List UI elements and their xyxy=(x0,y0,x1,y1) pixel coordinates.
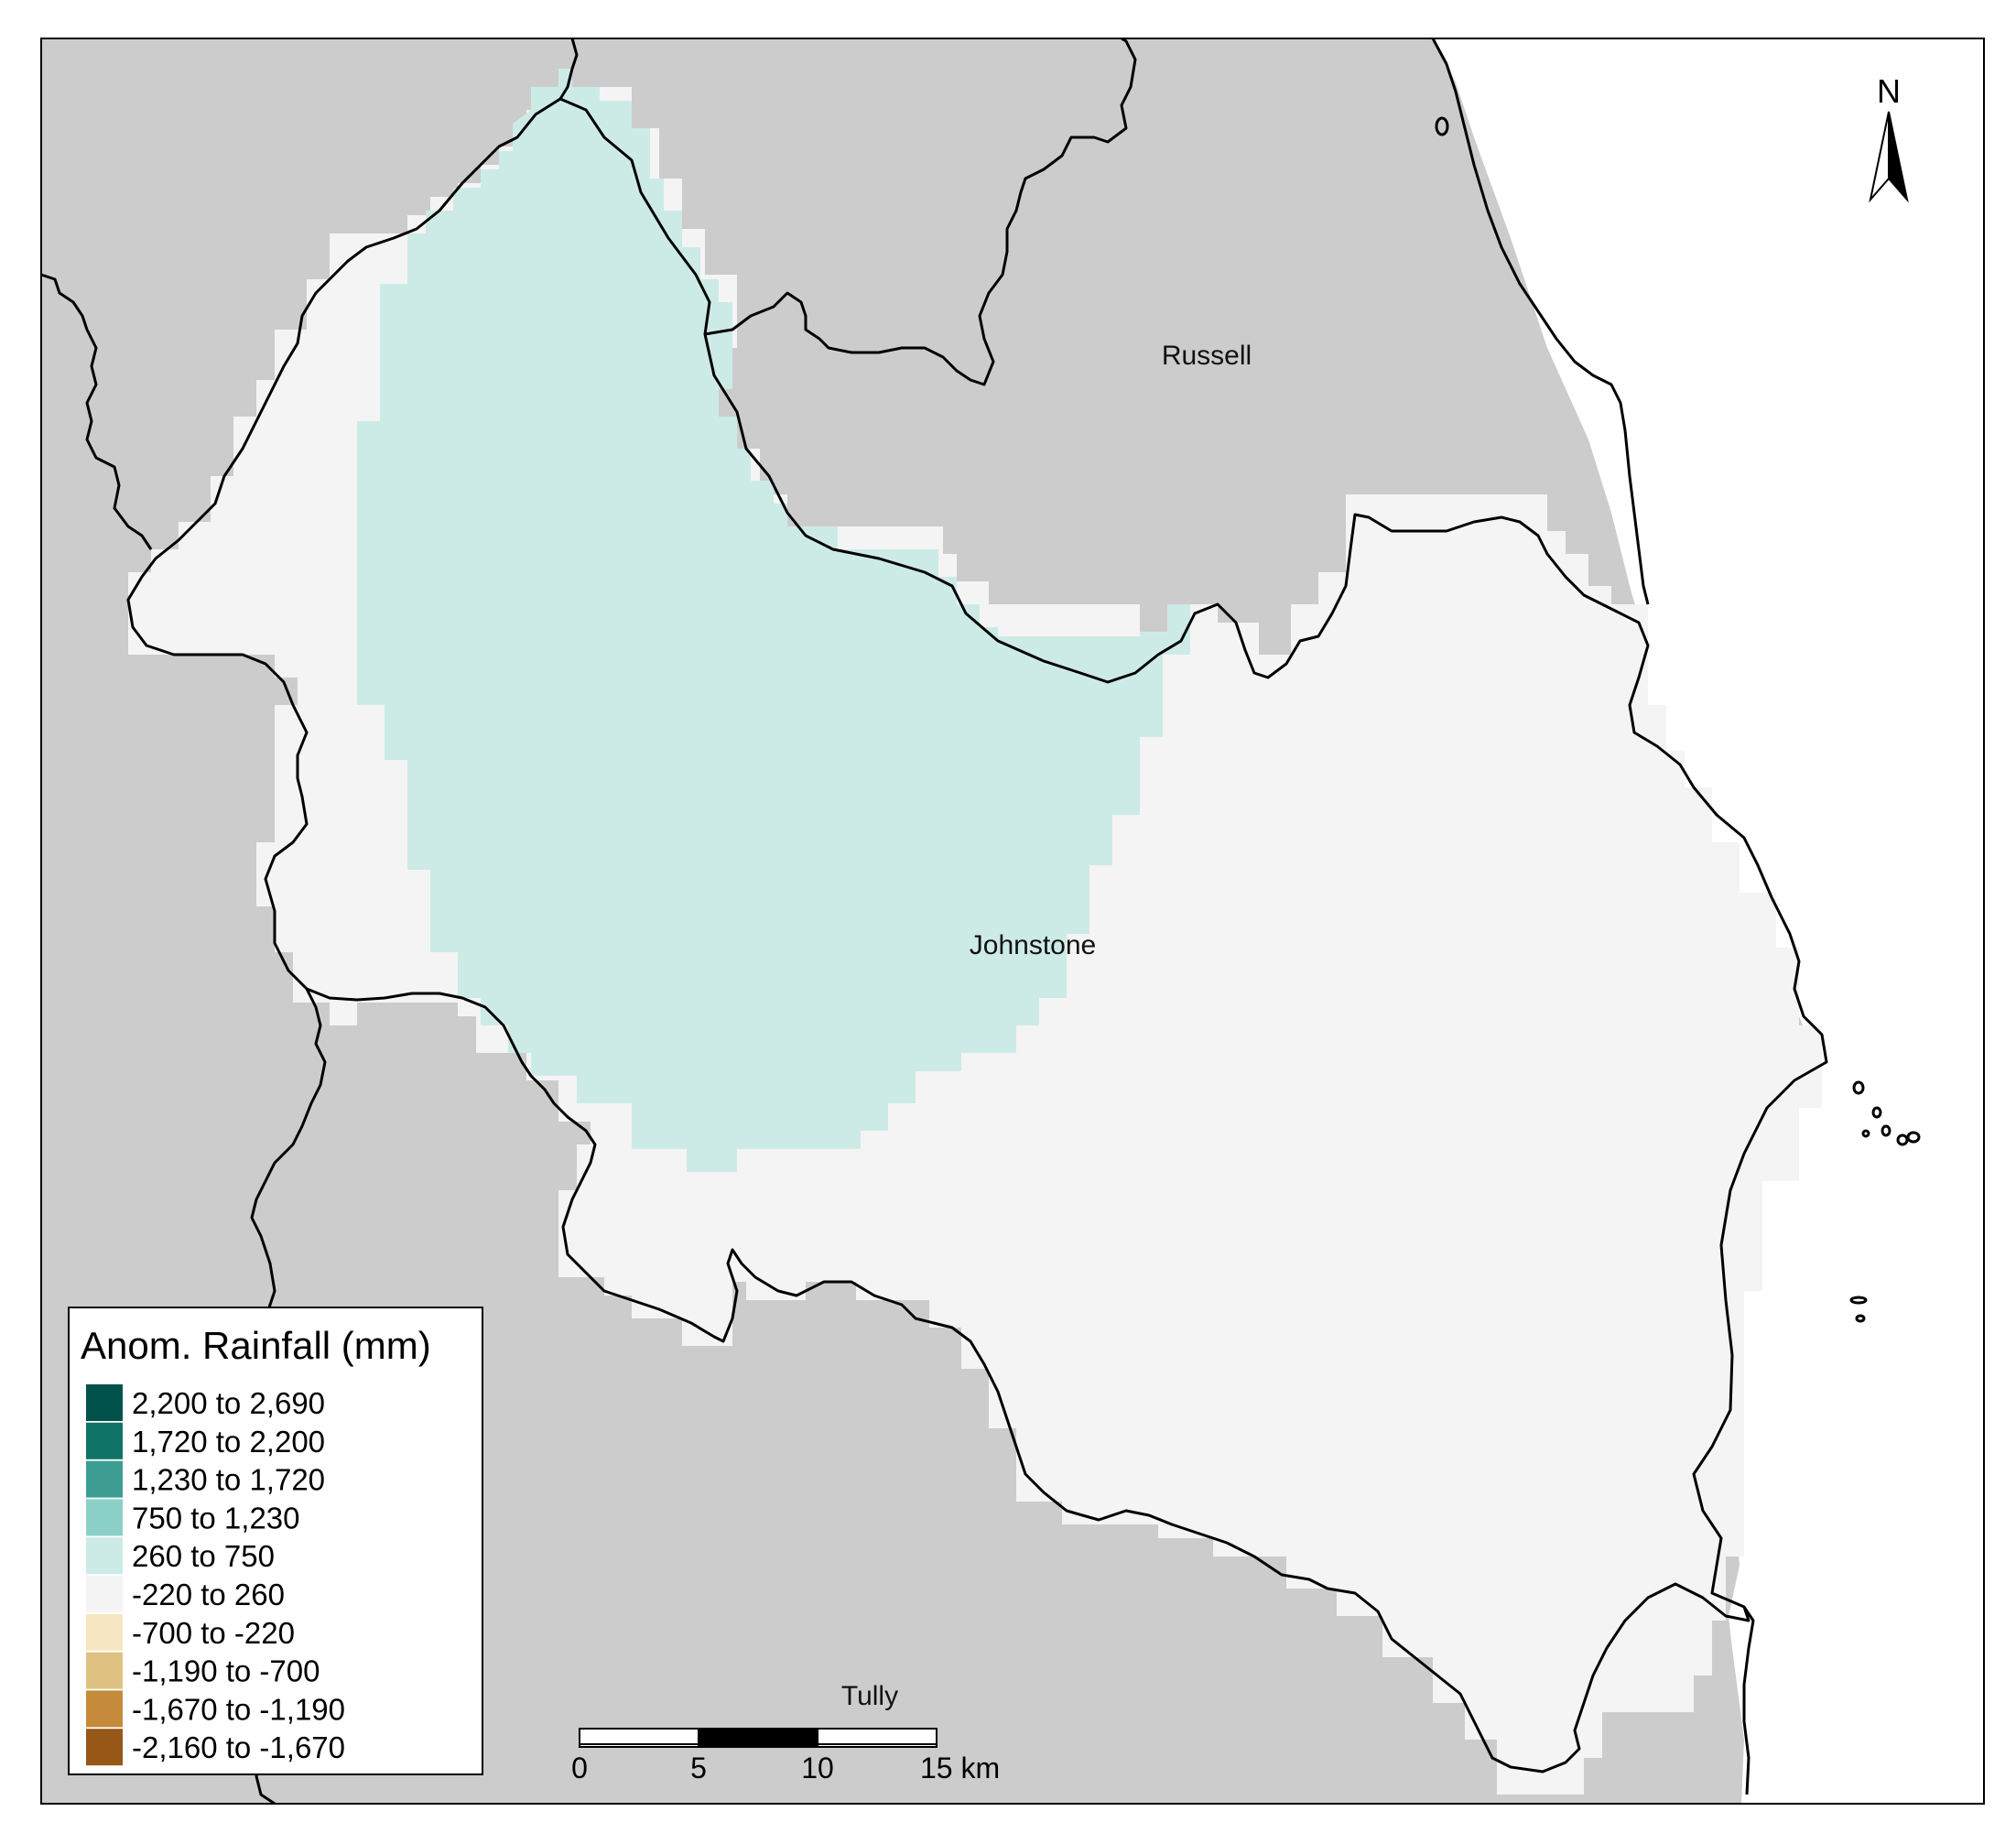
legend-swatch xyxy=(86,1537,123,1575)
scale-tick-5: 5 xyxy=(690,1752,707,1784)
north-boundary xyxy=(558,38,579,100)
legend-box xyxy=(68,1307,483,1775)
scale-bar-segment-3 xyxy=(817,1728,938,1748)
map-frame xyxy=(40,38,1985,1805)
legend-label: -220 to 260 xyxy=(132,1578,285,1611)
legend-swatch xyxy=(86,1499,123,1536)
legend-label: 260 to 750 xyxy=(132,1539,275,1573)
legend-label: 750 to 1,230 xyxy=(132,1501,300,1535)
scale-tick-0: 0 xyxy=(571,1752,588,1784)
place-label-tully: Tully xyxy=(841,1681,898,1711)
coastline-north xyxy=(1431,38,1650,605)
rainfall-class-260-750 xyxy=(357,69,1190,1172)
russell-catchment-boundary xyxy=(704,37,1137,386)
scale-bar: 0 5 10 15 km xyxy=(571,1728,1000,1784)
legend-label: -700 to -220 xyxy=(132,1616,295,1650)
legend-swatch xyxy=(86,1652,123,1689)
sea-area xyxy=(1433,38,1984,1804)
legend-label: 1,720 to 2,200 xyxy=(132,1425,325,1459)
west-boundary xyxy=(40,273,153,550)
scale-tick-15: 15 km xyxy=(920,1752,1000,1784)
coastline-south xyxy=(1742,1606,1755,1795)
north-arrow: N xyxy=(1869,72,1909,203)
legend-label: 1,230 to 1,720 xyxy=(132,1463,325,1497)
legend-swatch xyxy=(86,1422,123,1459)
legend-swatch xyxy=(86,1460,123,1498)
legend-swatch xyxy=(86,1729,123,1766)
islands xyxy=(1435,116,1921,1323)
legend-label: -2,160 to -1,670 xyxy=(132,1730,345,1764)
legend-label: 2,200 to 2,690 xyxy=(132,1386,325,1420)
legend-swatch xyxy=(86,1690,123,1728)
scale-tick-10: 10 xyxy=(801,1752,834,1784)
legend-items: 2,200 to 2,690 1,720 to 2,200 1,230 to 1,7… xyxy=(86,1384,345,1766)
legend-label: -1,670 to -1,190 xyxy=(132,1692,345,1726)
place-label-johnstone: Johnstone xyxy=(970,930,1096,960)
legend-swatch xyxy=(86,1613,123,1651)
place-label-russell: Russell xyxy=(1162,341,1252,371)
north-arrow-label: N xyxy=(1877,72,1901,110)
legend: Anom. Rainfall (mm) 2,200 to 2,690 1,720 … xyxy=(68,1307,483,1775)
legend-label: -1,190 to -700 xyxy=(132,1654,320,1688)
legend-title: Anom. Rainfall (mm) xyxy=(81,1324,431,1367)
north-arrow-right-half xyxy=(1888,111,1909,203)
legend-swatch xyxy=(86,1384,123,1421)
johnstone-catchment-boundary xyxy=(126,97,1828,1773)
legend-swatch xyxy=(86,1576,123,1612)
